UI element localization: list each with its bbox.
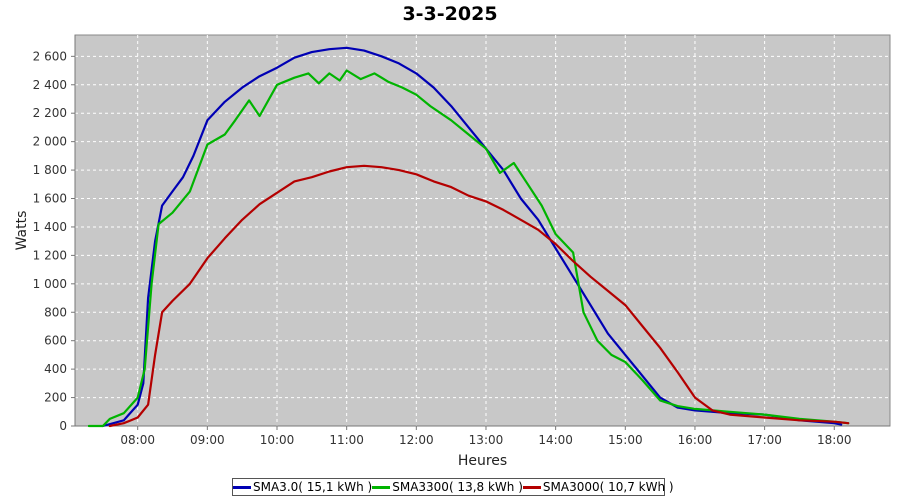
series-line-2	[108, 164, 850, 428]
x-tick-label: 14:00	[538, 433, 573, 447]
y-tick-label: 1 400	[33, 220, 67, 234]
legend-label: SMA3000( 10,7 kWh )	[542, 480, 674, 494]
y-axis-title: Watts	[14, 211, 30, 251]
y-tick-label: 1 600	[33, 192, 67, 206]
y-tick-label: 1 800	[33, 163, 67, 177]
legend-swatch	[233, 485, 251, 489]
y-tick-label: 2 000	[33, 135, 67, 149]
legend: SMA3.0( 15,1 kWh ) SMA3300( 13,8 kWh ) SMA…	[232, 478, 674, 496]
y-tick-label: 2 600	[33, 49, 67, 63]
x-tick-label: 09:00	[190, 433, 225, 447]
x-tick-label: 13:00	[469, 433, 504, 447]
x-tick-label: 18:00	[817, 433, 852, 447]
y-tick-label: 1 200	[33, 248, 67, 262]
y-tick-label: 200	[44, 391, 67, 405]
legend-item: SMA3.0( 15,1 kWh )	[233, 480, 372, 494]
legend-swatch	[522, 485, 541, 489]
y-tick-label: 400	[44, 362, 67, 376]
y-tick-label: 0	[59, 419, 67, 433]
x-tick-label: 12:00	[399, 433, 434, 447]
y-tick-label: 2 200	[33, 106, 67, 120]
series-line-1	[87, 69, 850, 428]
x-tick-label: 16:00	[678, 433, 713, 447]
y-tick-label: 2 400	[33, 78, 67, 92]
legend-label: SMA3300( 13,8 kWh )	[392, 480, 523, 494]
x-tick-label: 08:00	[120, 433, 155, 447]
x-tick-label: 10:00	[260, 433, 295, 447]
legend-label: SMA3.0( 15,1 kWh )	[253, 480, 373, 494]
chart-title: 3-3-2025	[402, 3, 498, 25]
x-axis-title: Heures	[458, 453, 507, 469]
x-tick-label: 17:00	[747, 433, 782, 447]
y-tick-label: 600	[44, 334, 67, 348]
x-tick-label: 11:00	[329, 433, 364, 447]
legend-swatch	[372, 485, 391, 489]
legend-item: SMA3300( 13,8 kWh )	[372, 480, 523, 494]
y-tick-label: 1 000	[33, 277, 67, 291]
series-line-0	[101, 46, 843, 428]
legend-item: SMA3000( 10,7 kWh )	[522, 480, 674, 494]
plot-area	[74, 34, 891, 427]
x-tick-label: 15:00	[608, 433, 643, 447]
y-tick-label: 800	[44, 305, 67, 319]
